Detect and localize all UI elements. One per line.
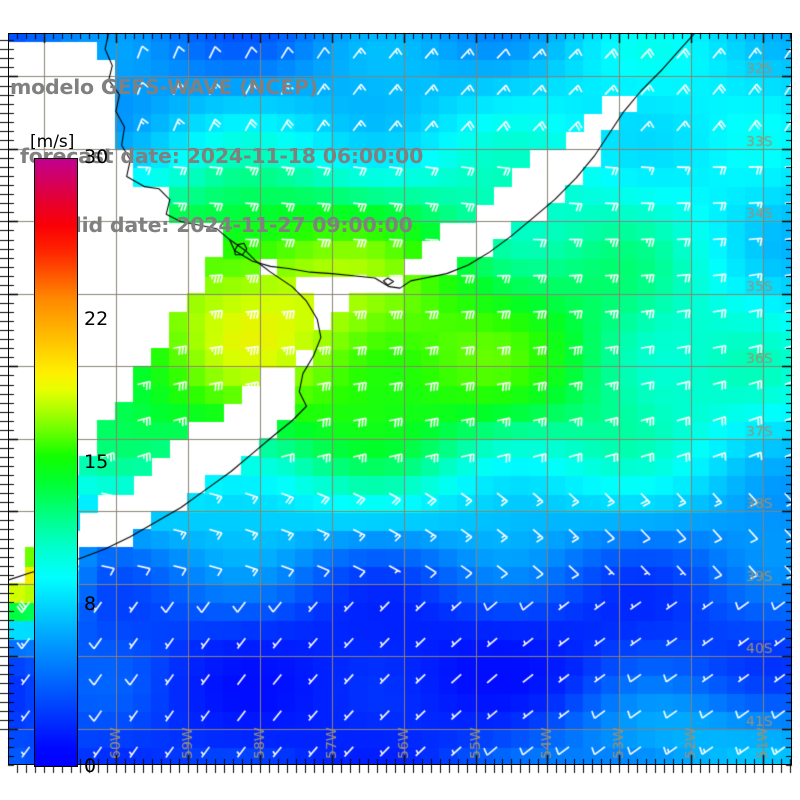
colorbar-tick-0: 0	[84, 755, 97, 777]
colorbar-gradient	[34, 158, 78, 767]
valid-date-label: valid date: 2024-11-27 09:00:00	[48, 213, 413, 237]
colorbar[interactable]	[34, 158, 78, 767]
colorbar-tick-15: 15	[84, 450, 109, 473]
colorbar-tick-30: 30	[84, 146, 109, 168]
title-block: modelo GEFS-WAVE (NCEP) forecast date: 2…	[10, 30, 530, 283]
colorbar-unit-label: [m/s]	[30, 132, 75, 152]
colorbar-tick-8: 8	[84, 592, 97, 615]
model-title: modelo GEFS-WAVE (NCEP)	[10, 75, 318, 99]
colorbar-tick-22: 22	[84, 308, 109, 331]
